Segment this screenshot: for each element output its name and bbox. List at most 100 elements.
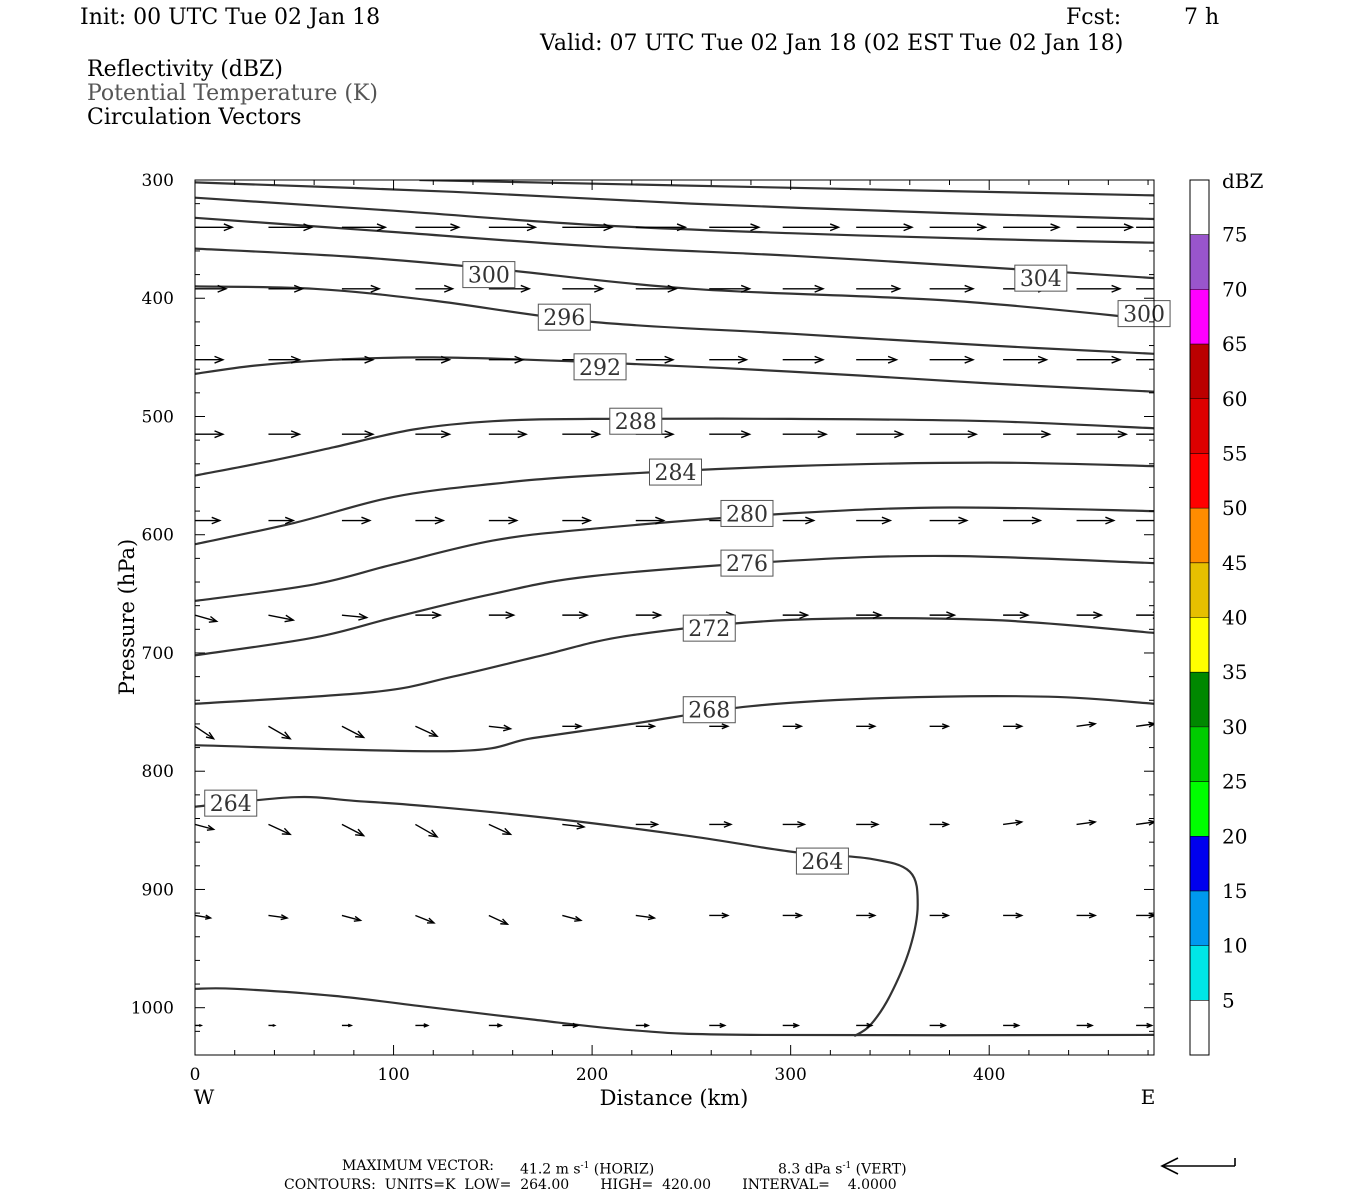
theta-contours [195, 180, 1154, 1038]
circulation-vector [1003, 516, 1043, 525]
circulation-vector [1003, 819, 1024, 826]
circulation-vector [635, 611, 663, 620]
circulation-vector [635, 820, 660, 828]
circulation-vector [415, 823, 439, 838]
contour-label-text: 272 [688, 617, 730, 642]
circulation-vector [268, 823, 292, 836]
contour-label-text: 268 [688, 699, 730, 724]
plot-frame [194, 179, 1155, 1056]
circulation-vector [709, 355, 749, 364]
reflectivity-colorbar: 5 10 15 20 25 30 35 40 45 50 55 60 65 70 75 [1189, 179, 1247, 1056]
horiz-exponent: -1 [580, 1161, 590, 1171]
circulation-vector [341, 430, 375, 439]
circulation-vector [929, 430, 979, 439]
circulation-vector [488, 223, 538, 232]
colorbar-segment [1190, 781, 1209, 837]
circulation-vector [488, 516, 519, 525]
circulation-vector [929, 284, 975, 293]
circulation-vector [488, 284, 532, 293]
colorbar-level-label: 55 [1222, 441, 1247, 465]
circulation-vector [1136, 226, 1154, 228]
circulation-vector [929, 912, 951, 919]
colorbar-level-label: 25 [1222, 770, 1247, 794]
circulation-vector [268, 914, 289, 921]
circulation-vector [1136, 912, 1154, 919]
theta-contour-line [195, 616, 1154, 705]
contour-label-text: 284 [654, 461, 696, 486]
circulation-vector [195, 223, 235, 232]
y-axis-title: Pressure (hPa) [115, 539, 139, 695]
circulation-vector [782, 1022, 801, 1029]
circulation-vector [856, 223, 914, 232]
circulation-vector [415, 516, 446, 525]
theta-contour-line [195, 285, 1154, 355]
circulation-vector [562, 914, 583, 922]
circulation-vector [856, 1022, 874, 1029]
circulation-vector [341, 725, 366, 739]
circulation-vector [1136, 819, 1154, 826]
circulation-vector [415, 430, 452, 439]
circulation-vector [929, 1022, 948, 1029]
circulation-vector [782, 912, 804, 919]
colorbar-segment [1190, 562, 1209, 618]
circulation-vector [1003, 223, 1061, 232]
y-tick-label: 400 [142, 289, 174, 309]
circulation-vector [1076, 912, 1098, 919]
circulation-vector [709, 284, 752, 293]
field-name-reflectivity: Reflectivity (dBZ) [87, 57, 283, 82]
colorbar-segment [1190, 344, 1209, 399]
circulation-vector [415, 611, 443, 620]
circulation-vector [562, 822, 586, 830]
x-axis: 0 100 200 300 400 [190, 180, 1149, 1085]
horiz-suffix: (HORIZ) [589, 1161, 655, 1178]
circulation-vector [562, 284, 605, 293]
contour-label: 264 [204, 789, 258, 817]
contour-label: 292 [573, 353, 627, 381]
valid-time-label: Valid: 07 UTC Tue 02 Jan 18 (02 EST Tue … [540, 31, 1124, 56]
circulation-vector [1003, 912, 1024, 919]
circulation-vector [709, 820, 733, 828]
circulation-vector [856, 820, 880, 828]
circulation-vector [635, 355, 675, 364]
circulation-vector [929, 223, 988, 232]
colorbar-segment [1190, 726, 1209, 782]
theta-contour-line [195, 795, 919, 1038]
theta-contour-line [195, 695, 1154, 753]
circulation-vector [341, 223, 388, 232]
x-axis-west-label: W [194, 1085, 215, 1109]
x-axis-east-label: E [1141, 1085, 1156, 1109]
circulation-vector [709, 223, 761, 232]
circulation-vector [1076, 284, 1122, 293]
colorbar-segment [1190, 836, 1209, 891]
circulation-vector [341, 355, 375, 364]
colorbar-level-label: 20 [1222, 824, 1247, 848]
colorbar-level-label: 70 [1222, 277, 1247, 301]
contour-label: 280 [720, 499, 774, 527]
contour-label: 276 [720, 549, 774, 577]
circulation-vector [341, 612, 369, 621]
colorbar-title: dBZ [1222, 169, 1264, 193]
colorbar-segment [1190, 234, 1209, 290]
circulation-vector [1136, 721, 1154, 728]
circulation-vector [856, 430, 905, 439]
y-tick-label: 500 [142, 407, 174, 427]
colorbar-level-label: 75 [1222, 223, 1247, 247]
colorbar-level-label: 30 [1222, 715, 1247, 739]
theta-contour-line [195, 554, 1154, 657]
circulation-vector [1003, 723, 1024, 730]
theta-contour-line [195, 461, 1154, 546]
circulation-vector [929, 516, 969, 525]
circulation-vector [562, 723, 583, 730]
theta-contour-line [195, 506, 1154, 602]
circulation-vector [1136, 519, 1154, 522]
circulation-vector [709, 1022, 727, 1029]
circulation-vector [195, 823, 216, 831]
circulation-vector [1076, 355, 1122, 364]
circulation-vector [1003, 355, 1049, 364]
contour-info-label: CONTOURS: UNITS=K LOW= 264.00 HIGH= 420.… [284, 1177, 897, 1193]
colorbar-level-label: 5 [1222, 988, 1235, 1012]
max-vector-label: MAXIMUM VECTOR: [342, 1158, 494, 1174]
circulation-vector [856, 611, 883, 620]
circulation-vector [1076, 223, 1135, 232]
circulation-vectors [195, 223, 1154, 1029]
